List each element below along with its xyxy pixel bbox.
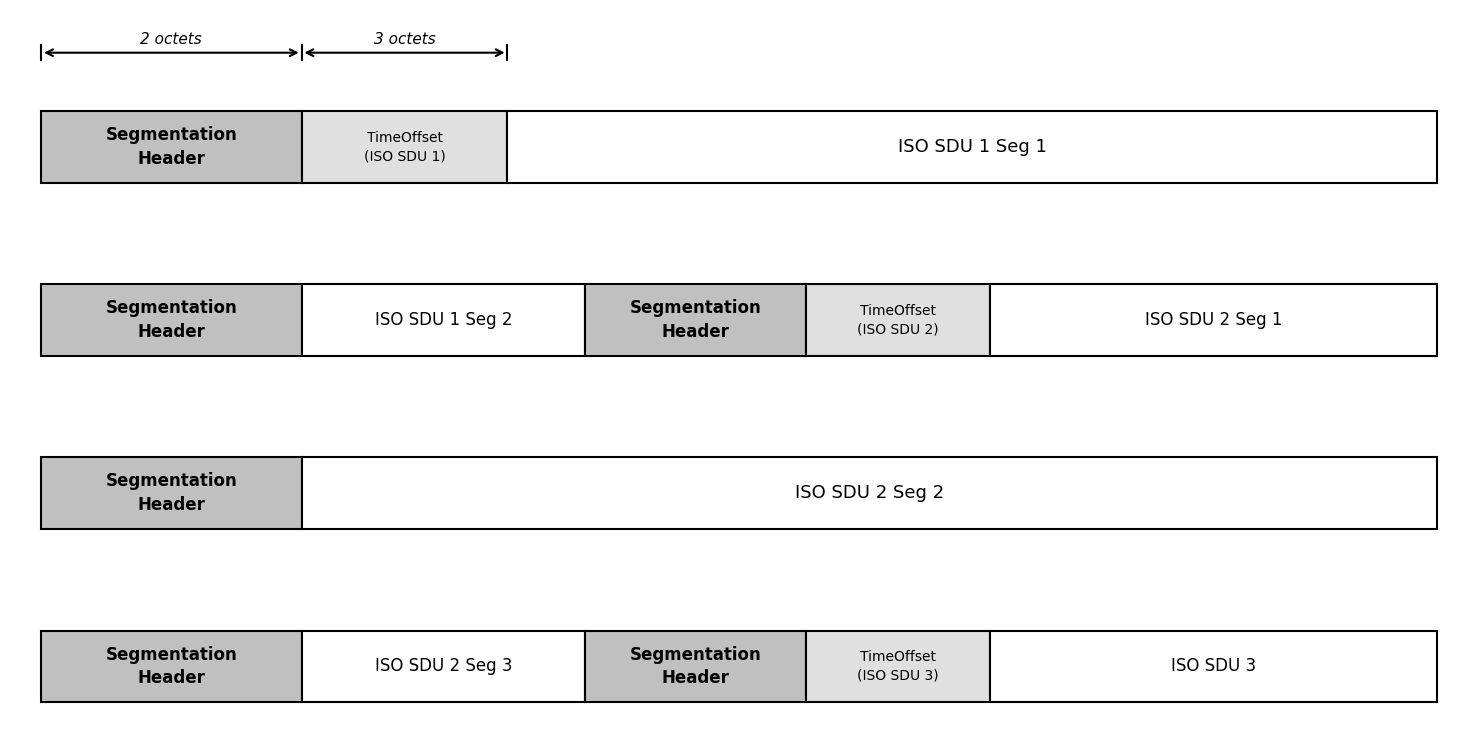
Bar (585, 285, 806, 356)
Bar (302, 631, 585, 702)
Text: Segmentation
Header: Segmentation Header (106, 645, 237, 687)
Text: Segmentation
Header: Segmentation Header (106, 472, 237, 514)
Bar (806, 631, 990, 702)
Bar (41, 631, 302, 702)
Text: TimeOffset
(ISO SDU 3): TimeOffset (ISO SDU 3) (858, 650, 938, 683)
Bar (507, 111, 1437, 183)
Bar (41, 111, 302, 183)
Text: 3 octets: 3 octets (374, 32, 435, 47)
Text: ISO SDU 2 Seg 3: ISO SDU 2 Seg 3 (375, 657, 512, 675)
Bar (990, 631, 1437, 702)
Text: ISO SDU 2 Seg 1: ISO SDU 2 Seg 1 (1144, 311, 1283, 329)
Text: Segmentation
Header: Segmentation Header (630, 645, 762, 687)
Bar (41, 458, 302, 529)
Text: ISO SDU 2 Seg 2: ISO SDU 2 Seg 2 (794, 484, 944, 502)
Text: ISO SDU 1 Seg 2: ISO SDU 1 Seg 2 (375, 311, 512, 329)
Bar (585, 631, 806, 702)
Text: Segmentation
Header: Segmentation Header (106, 126, 237, 168)
Text: Segmentation
Header: Segmentation Header (106, 299, 237, 341)
Text: ISO SDU 1 Seg 1: ISO SDU 1 Seg 1 (897, 138, 1047, 156)
Bar (302, 285, 585, 356)
Text: ISO SDU 3: ISO SDU 3 (1171, 657, 1256, 675)
Bar (806, 285, 990, 356)
Bar (302, 458, 1437, 529)
Bar (41, 285, 302, 356)
Text: 2 octets: 2 octets (141, 32, 202, 47)
Text: TimeOffset
(ISO SDU 1): TimeOffset (ISO SDU 1) (363, 130, 446, 163)
Text: TimeOffset
(ISO SDU 2): TimeOffset (ISO SDU 2) (858, 303, 938, 337)
Bar (302, 111, 507, 183)
Bar (990, 285, 1437, 356)
Text: Segmentation
Header: Segmentation Header (630, 299, 762, 341)
